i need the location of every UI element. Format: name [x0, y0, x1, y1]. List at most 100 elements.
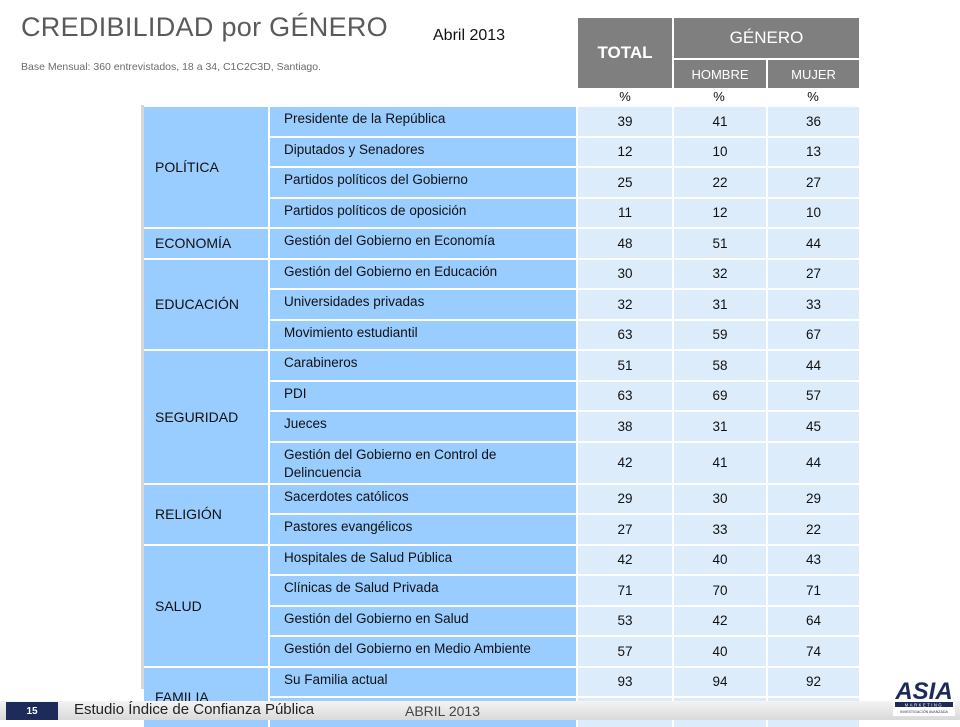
row-label: Partidos políticos del Gobierno	[270, 168, 576, 197]
row-label: Presidente de la República	[270, 107, 576, 136]
value-total: 38	[578, 412, 672, 441]
header-total: TOTAL	[578, 18, 672, 88]
row-label: Gestión del Gobierno en Salud	[270, 606, 576, 635]
footer-date: ABRIL 2013	[405, 703, 480, 719]
value-hombre: 59	[674, 320, 766, 349]
value-total: 29	[578, 484, 672, 513]
row-label: Pastores evangélicos	[270, 515, 576, 544]
value-total: 48	[578, 229, 672, 258]
category-label: RELIGIÓN	[144, 484, 268, 544]
pct-total: %	[619, 89, 631, 104]
row-label: Clínicas de Salud Privada	[270, 576, 576, 605]
value-mujer: 29	[768, 484, 859, 513]
row-label: Diputados y Senadores	[270, 137, 576, 166]
value-total: 63	[578, 381, 672, 410]
page-subtitle: Base Mensual: 360 entrevistados, 18 a 34…	[21, 61, 322, 73]
footer-study: Estudio Índice de Confianza Pública	[74, 701, 315, 718]
category-label: SALUD	[144, 545, 268, 666]
value-total: 25	[578, 168, 672, 197]
pct-hombre: %	[713, 89, 725, 104]
page-title: CREDIBILIDAD por GÉNERO	[21, 12, 388, 42]
value-hombre: 31	[674, 290, 766, 319]
value-mujer: 13	[768, 137, 859, 166]
value-total: 57	[578, 637, 672, 666]
value-total: 63	[578, 320, 672, 349]
value-hombre: 42	[674, 606, 766, 635]
category-label: POLÍTICA	[144, 107, 268, 227]
footer-bar	[0, 701, 960, 720]
value-hombre: 40	[674, 545, 766, 574]
header-hombre: HOMBRE	[674, 60, 766, 88]
value-hombre: 31	[674, 412, 766, 441]
period-label: Abril 2013	[433, 27, 506, 44]
value-hombre: 12	[674, 198, 766, 227]
row-label: Hospitales de Salud Pública	[270, 545, 576, 574]
value-total: 30	[578, 259, 672, 288]
value-mujer: 27	[768, 259, 859, 288]
value-total: 51	[578, 351, 672, 380]
value-total: 53	[578, 606, 672, 635]
value-hombre: 40	[674, 637, 766, 666]
row-label: Movimiento estudiantil	[270, 320, 576, 349]
value-mujer: 71	[768, 576, 859, 605]
row-label: PDI	[270, 381, 576, 410]
value-total: 12	[578, 137, 672, 166]
value-hombre: 10	[674, 137, 766, 166]
row-label: Gestión del Gobierno en Economía	[270, 229, 576, 258]
svg-text:MARKETING: MARKETING	[905, 702, 943, 707]
value-hombre: 32	[674, 259, 766, 288]
value-mujer: 44	[768, 442, 859, 483]
header-genero: GÉNERO	[674, 18, 859, 58]
row-label: Gestión del Gobierno en Medio Ambiente	[270, 637, 576, 666]
value-total: 32	[578, 290, 672, 319]
value-mujer: 44	[768, 351, 859, 380]
table-left-edge	[141, 105, 144, 689]
value-total: 93	[578, 667, 672, 696]
value-hombre: 70	[674, 576, 766, 605]
category-label: ECONOMÍA	[144, 229, 268, 258]
value-mujer: 67	[768, 320, 859, 349]
value-hombre: 33	[674, 515, 766, 544]
page-number: 15	[6, 702, 58, 720]
value-mujer: 57	[768, 381, 859, 410]
value-mujer: 36	[768, 107, 859, 136]
value-hombre: 69	[674, 381, 766, 410]
value-hombre: 58	[674, 351, 766, 380]
row-label: Partidos políticos de oposición	[270, 198, 576, 227]
header-mujer: MUJER	[768, 60, 859, 88]
value-hombre: 51	[674, 229, 766, 258]
row-label: Sacerdotes católicos	[270, 484, 576, 513]
svg-text:ASIA: ASIA	[894, 678, 952, 705]
value-hombre: 41	[674, 442, 766, 483]
value-hombre: 94	[674, 667, 766, 696]
value-mujer: 10	[768, 198, 859, 227]
asia-logo: ASIA MARKETING INVESTIGACIÓN AVANZADA	[893, 676, 955, 716]
value-total: 71	[578, 576, 672, 605]
value-hombre: 30	[674, 484, 766, 513]
svg-text:INVESTIGACIÓN AVANZADA: INVESTIGACIÓN AVANZADA	[900, 709, 948, 714]
value-mujer: 64	[768, 606, 859, 635]
value-total: 42	[578, 545, 672, 574]
category-label: SEGURIDAD	[144, 351, 268, 483]
row-label: Gestión del Gobierno en Control de Delin…	[270, 442, 576, 483]
value-total: 39	[578, 107, 672, 136]
value-mujer: 92	[768, 667, 859, 696]
value-hombre: 22	[674, 168, 766, 197]
value-mujer: 45	[768, 412, 859, 441]
row-label: Jueces	[270, 412, 576, 441]
value-mujer: 33	[768, 290, 859, 319]
value-mujer: 44	[768, 229, 859, 258]
value-mujer: 22	[768, 515, 859, 544]
value-total: 42	[578, 442, 672, 483]
value-total: 11	[578, 198, 672, 227]
category-label: EDUCACIÓN	[144, 259, 268, 349]
row-label: Gestión del Gobierno en Educación	[270, 259, 576, 288]
row-label: Su Familia actual	[270, 667, 576, 696]
row-label: Universidades privadas	[270, 290, 576, 319]
value-mujer: 27	[768, 168, 859, 197]
value-mujer: 43	[768, 545, 859, 574]
value-mujer: 74	[768, 637, 859, 666]
pct-mujer: %	[807, 89, 819, 104]
row-label: Carabineros	[270, 351, 576, 380]
value-total: 27	[578, 515, 672, 544]
